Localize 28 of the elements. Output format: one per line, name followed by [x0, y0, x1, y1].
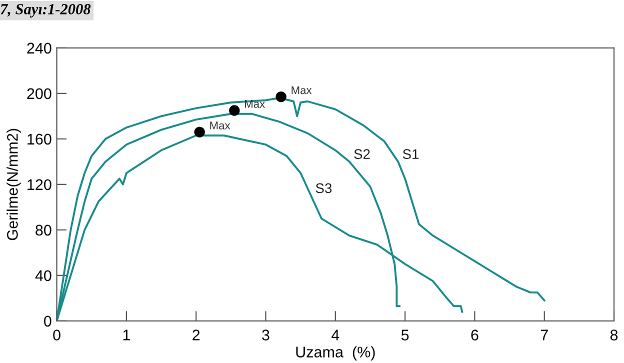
y-tick-label: 40 — [35, 270, 52, 282]
series-label: S2 — [354, 149, 370, 160]
point — [276, 91, 286, 102]
point — [229, 105, 240, 116]
x-tick-label: 0 — [53, 330, 60, 340]
x-tick-label: 6 — [471, 330, 478, 340]
annotation: Max — [210, 122, 230, 130]
y-tick-label: 120 — [28, 179, 52, 190]
y-tick-label: 200 — [27, 88, 52, 100]
series-label: S1 — [402, 149, 419, 160]
y-tick-label: 160 — [28, 134, 52, 145]
x-axis-title: Uzama (%) — [296, 346, 375, 360]
x-tick-label: 2 — [192, 330, 200, 340]
point — [194, 126, 205, 138]
annotation: Max — [292, 86, 312, 94]
x-tick-label: 1 — [123, 330, 130, 340]
y-tick-label: 240 — [27, 42, 52, 54]
x-tick-label: 4 — [332, 330, 340, 340]
x-tick-label: 3 — [262, 330, 270, 340]
x-tick-label: 5 — [401, 330, 409, 340]
y-tick-label: 0 — [44, 316, 52, 327]
y-tick-label: 80 — [36, 224, 52, 236]
annotation: Max — [245, 100, 265, 108]
text: 7, Sayı:1-2008 — [0, 4, 91, 18]
x-tick-label: 7 — [540, 330, 548, 340]
y-axis-title: Gerilme(N/mm2) — [6, 128, 21, 240]
series-label: S3 — [316, 183, 332, 194]
x-tick-label: 8 — [610, 330, 618, 340]
